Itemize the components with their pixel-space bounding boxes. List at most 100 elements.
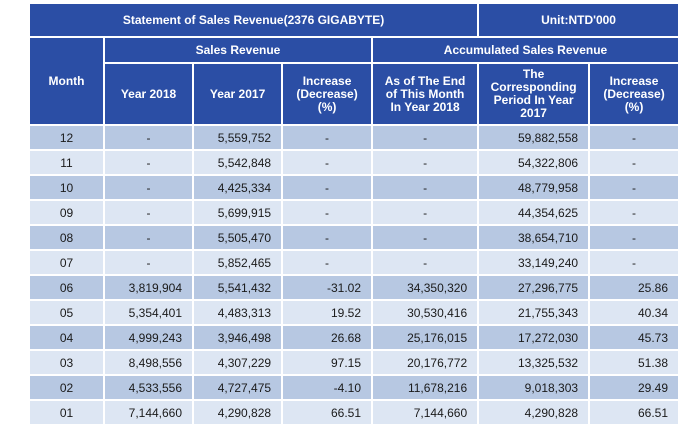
cell-acc-2018: - [373, 201, 478, 224]
table-row: 04 4,999,243 3,946,498 26.68 25,176,015 17,27… [30, 326, 678, 349]
cell-year-2018: - [104, 226, 193, 249]
cell-acc-2017: 27,296,775 [479, 276, 589, 299]
cell-increase: - [283, 201, 371, 224]
cell-year-2018: 7,144,660 [104, 401, 193, 424]
cell-year-2017: 5,505,470 [194, 226, 282, 249]
cell-year-2017: 4,290,828 [194, 401, 282, 424]
cell-year-2017: 4,425,334 [194, 176, 282, 199]
cell-month: 09 [30, 201, 103, 224]
cell-acc-2017: 13,325,532 [479, 351, 589, 374]
cell-increase: -31.02 [283, 276, 371, 299]
cell-year-2018: 4,533,556 [104, 376, 193, 399]
cell-increase: - [283, 226, 371, 249]
cell-acc-2017: 33,149,240 [479, 251, 589, 274]
cell-acc-increase: - [590, 226, 678, 249]
cell-acc-2018: 11,678,216 [373, 376, 478, 399]
cell-increase: - [283, 176, 371, 199]
cell-increase: 66.51 [283, 401, 371, 424]
header-as-of-end: As of The End of This Month In Year 2018 [373, 64, 478, 124]
cell-increase: 97.15 [283, 351, 371, 374]
cell-acc-2018: 34,350,320 [373, 276, 478, 299]
cell-acc-2017: 17,272,030 [479, 326, 589, 349]
cell-month: 06 [30, 276, 103, 299]
cell-increase: 26.68 [283, 326, 371, 349]
cell-month: 12 [30, 126, 103, 149]
table-row: 11-5,542,848- -54,322,806- [30, 151, 678, 174]
cell-acc-2017: 59,882,558 [479, 126, 589, 149]
header-month: Month [30, 38, 103, 124]
table-row: 03 8,498,556 4,307,229 97.15 20,176,772 13,32… [30, 351, 678, 374]
cell-month: 03 [30, 351, 103, 374]
cell-acc-2018: - [373, 226, 478, 249]
cell-year-2017: 5,699,915 [194, 201, 282, 224]
cell-acc-increase: 29.49 [590, 376, 678, 399]
cell-month: 02 [30, 376, 103, 399]
cell-acc-increase: 51.38 [590, 351, 678, 374]
cell-acc-increase: 40.34 [590, 301, 678, 324]
cell-year-2017: 5,542,848 [194, 151, 282, 174]
cell-year-2018: - [104, 176, 193, 199]
cell-increase: - [283, 251, 371, 274]
cell-month: 10 [30, 176, 103, 199]
cell-year-2018: 4,999,243 [104, 326, 193, 349]
cell-acc-2017: 38,654,710 [479, 226, 589, 249]
cell-year-2018: 3,819,904 [104, 276, 193, 299]
cell-increase: - [283, 126, 371, 149]
cell-acc-2018: - [373, 251, 478, 274]
cell-month: 01 [30, 401, 103, 424]
cell-year-2017: 3,946,498 [194, 326, 282, 349]
cell-acc-2018: 25,176,015 [373, 326, 478, 349]
cell-acc-2018: - [373, 176, 478, 199]
cell-year-2017: 4,483,313 [194, 301, 282, 324]
cell-year-2017: 4,307,229 [194, 351, 282, 374]
cell-year-2017: 5,541,432 [194, 276, 282, 299]
cell-month: 05 [30, 301, 103, 324]
sales-revenue-table: Statement of Sales Revenue(2376 GIGABYTE… [28, 2, 680, 426]
cell-acc-2017: 44,354,625 [479, 201, 589, 224]
header-year-2017: Year 2017 [194, 64, 282, 124]
table-row: 07-5,852,465- -33,149,240- [30, 251, 678, 274]
cell-acc-2018: - [373, 151, 478, 174]
cell-year-2018: - [104, 201, 193, 224]
cell-increase: 19.52 [283, 301, 371, 324]
table-title: Statement of Sales Revenue(2376 GIGABYTE… [30, 4, 478, 36]
cell-acc-2018: 20,176,772 [373, 351, 478, 374]
cell-year-2017: 4,727,475 [194, 376, 282, 399]
unit-label: Unit:NTD'000 [479, 4, 678, 36]
cell-acc-increase: - [590, 251, 678, 274]
cell-year-2018: 5,354,401 [104, 301, 193, 324]
table-row: 06 3,819,904 5,541,432 -31.02 34,350,320 27,2… [30, 276, 678, 299]
cell-year-2017: 5,559,752 [194, 126, 282, 149]
cell-year-2018: 8,498,556 [104, 351, 193, 374]
table-row: 02 4,533,556 4,727,475 -4.10 11,678,216 9,018… [30, 376, 678, 399]
cell-acc-2017: 54,322,806 [479, 151, 589, 174]
cell-year-2018: - [104, 126, 193, 149]
header-accumulated-sales-revenue: Accumulated Sales Revenue [373, 38, 678, 62]
cell-month: 04 [30, 326, 103, 349]
cell-year-2017: 5,852,465 [194, 251, 282, 274]
header-sales-revenue: Sales Revenue [104, 38, 371, 62]
cell-acc-increase: - [590, 176, 678, 199]
cell-acc-2017: 21,755,343 [479, 301, 589, 324]
cell-acc-2017: 48,779,958 [479, 176, 589, 199]
table-row: 12-5,559,752- -59,882,558- [30, 126, 678, 149]
cell-acc-2018: - [373, 126, 478, 149]
cell-acc-2017: 4,290,828 [479, 401, 589, 424]
cell-increase: - [283, 151, 371, 174]
cell-month: 07 [30, 251, 103, 274]
table-row: 05 5,354,401 4,483,313 19.52 30,530,416 21,75… [30, 301, 678, 324]
cell-increase: -4.10 [283, 376, 371, 399]
cell-acc-2018: 30,530,416 [373, 301, 478, 324]
table-row: 09-5,699,915- -44,354,625- [30, 201, 678, 224]
table-row: 10-4,425,334- -48,779,958- [30, 176, 678, 199]
table-row: 08-5,505,470- -38,654,710- [30, 226, 678, 249]
cell-acc-2017: 9,018,303 [479, 376, 589, 399]
cell-year-2018: - [104, 251, 193, 274]
cell-month: 11 [30, 151, 103, 174]
header-year-2018: Year 2018 [104, 64, 193, 124]
cell-acc-increase: - [590, 201, 678, 224]
header-corresponding-period: The Corresponding Period In Year 2017 [479, 64, 589, 124]
cell-acc-2018: 7,144,660 [373, 401, 478, 424]
cell-acc-increase: 45.73 [590, 326, 678, 349]
header-acc-increase: Increase (Decrease) (%) [590, 64, 678, 124]
